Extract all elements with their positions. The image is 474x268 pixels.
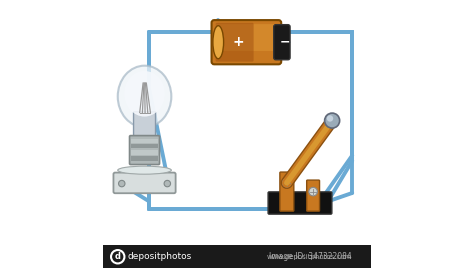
FancyBboxPatch shape <box>216 23 254 62</box>
Circle shape <box>327 115 333 122</box>
Text: d: d <box>115 252 121 261</box>
Text: Image ID: 347322084: Image ID: 347322084 <box>269 252 352 261</box>
Text: www.depositphotos.com: www.depositphotos.com <box>267 254 352 260</box>
Ellipse shape <box>213 26 224 59</box>
FancyBboxPatch shape <box>273 25 290 60</box>
FancyBboxPatch shape <box>307 180 319 211</box>
Circle shape <box>118 180 125 187</box>
Circle shape <box>283 178 291 187</box>
Ellipse shape <box>125 71 164 117</box>
Text: +: + <box>233 35 245 49</box>
FancyBboxPatch shape <box>268 192 332 214</box>
Bar <box>131 150 158 155</box>
FancyBboxPatch shape <box>280 172 294 211</box>
Bar <box>131 139 158 143</box>
Text: depositphotos: depositphotos <box>127 252 191 261</box>
Ellipse shape <box>118 169 171 182</box>
Circle shape <box>164 180 171 187</box>
Ellipse shape <box>118 66 171 127</box>
Circle shape <box>325 113 340 128</box>
Bar <box>103 245 371 268</box>
Bar <box>131 144 158 148</box>
Text: −: − <box>280 36 291 49</box>
Ellipse shape <box>118 166 171 174</box>
FancyBboxPatch shape <box>129 136 160 165</box>
FancyBboxPatch shape <box>216 24 277 51</box>
Circle shape <box>309 187 318 196</box>
FancyBboxPatch shape <box>113 173 176 193</box>
Bar <box>131 156 158 161</box>
FancyBboxPatch shape <box>134 112 155 140</box>
FancyBboxPatch shape <box>211 20 281 64</box>
